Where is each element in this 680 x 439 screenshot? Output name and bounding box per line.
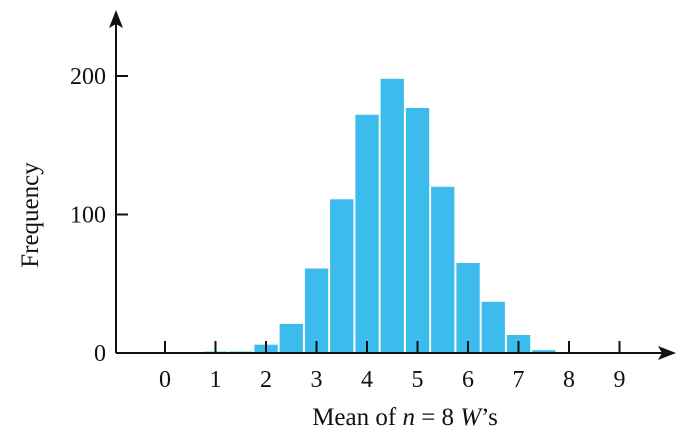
- histogram-bar-7: [380, 78, 404, 354]
- x-tick-label-9: 9: [614, 367, 626, 393]
- y-axis-label: Frequency: [17, 162, 44, 268]
- x-tick-label-4: 4: [361, 367, 373, 393]
- histogram-bar-11: [481, 301, 505, 353]
- x-tick-label-7: 7: [513, 367, 525, 393]
- x-tick-label-1: 1: [210, 367, 222, 393]
- x-axis-arrow: [658, 346, 676, 360]
- histogram-bar-8: [405, 107, 430, 354]
- y-axis-arrow: [109, 10, 123, 28]
- x-tick-label-6: 6: [462, 367, 474, 393]
- x-tick-label-8: 8: [563, 367, 575, 393]
- x-axis-label: Mean of n = 8 W’s: [312, 404, 498, 431]
- histogram-bar-4: [304, 268, 329, 353]
- x-tick-layer: 0 1 2 3 4 5 6 7 8 9: [159, 341, 626, 393]
- x-tick-label-0: 0: [159, 367, 171, 393]
- y-tick-label-100: 100: [70, 203, 106, 229]
- y-tick-label-200: 200: [70, 64, 106, 90]
- x-tick-label-5: 5: [412, 367, 424, 393]
- bars-layer: [203, 78, 556, 354]
- histogram-bar-13: [532, 350, 556, 353]
- x-tick-label-3: 3: [311, 367, 323, 393]
- histogram-bar-3: [279, 323, 303, 353]
- histogram-bar-10: [456, 263, 480, 353]
- y-tick-layer: 0 100 200: [70, 64, 128, 367]
- histogram-bar-9: [431, 186, 455, 353]
- y-tick-label-0: 0: [94, 341, 106, 367]
- histogram-bar-5: [330, 199, 354, 353]
- histogram-bar-6: [355, 114, 379, 353]
- x-tick-label-2: 2: [260, 367, 272, 393]
